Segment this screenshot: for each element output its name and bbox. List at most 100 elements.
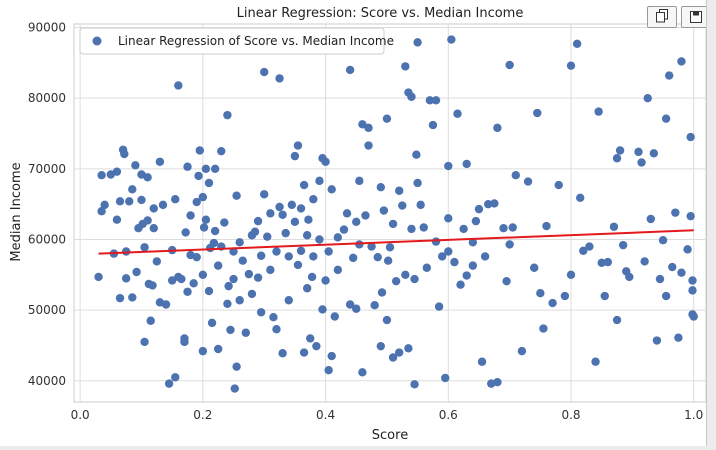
data-point	[603, 257, 613, 267]
data-point	[198, 270, 208, 280]
data-point	[664, 71, 674, 80]
data-point	[345, 65, 355, 75]
data-point	[201, 215, 211, 224]
copy-button[interactable]	[647, 6, 677, 28]
data-point	[361, 211, 370, 220]
data-point	[253, 216, 263, 226]
data-point	[674, 333, 683, 342]
x-tick-label: 0.2	[193, 408, 212, 422]
data-point	[358, 368, 367, 377]
data-point	[612, 154, 622, 163]
data-point	[373, 252, 382, 262]
data-point	[112, 215, 122, 224]
y-tick-label: 40000	[28, 374, 66, 388]
data-point	[171, 373, 180, 382]
data-point	[137, 195, 146, 205]
data-point	[94, 272, 103, 282]
data-point	[148, 281, 157, 290]
data-point	[640, 257, 649, 266]
scatter-points	[94, 35, 698, 393]
data-point	[566, 61, 576, 70]
data-point	[536, 288, 545, 298]
data-point	[226, 325, 235, 335]
data-point	[309, 252, 318, 261]
data-point	[132, 267, 141, 277]
scrollbar-track[interactable]	[706, 0, 716, 450]
data-point	[468, 238, 478, 247]
data-point	[333, 233, 343, 242]
x-axis-label: Score	[372, 428, 408, 443]
data-point	[686, 211, 695, 221]
data-point	[321, 276, 330, 285]
data-point	[471, 216, 481, 226]
data-point	[450, 257, 459, 267]
x-tick-label: 0.6	[439, 408, 458, 422]
data-point	[401, 270, 410, 280]
data-point	[422, 263, 432, 272]
data-point	[499, 223, 508, 233]
save-icon	[690, 8, 702, 27]
data-point	[505, 240, 514, 249]
data-point	[97, 207, 106, 216]
data-point	[339, 225, 349, 234]
data-point	[158, 200, 168, 210]
data-point	[615, 146, 625, 155]
data-point	[688, 286, 697, 295]
data-point	[260, 67, 269, 77]
data-point	[671, 208, 680, 217]
data-point	[668, 262, 677, 272]
data-point	[97, 171, 106, 180]
data-point	[419, 223, 428, 232]
data-point	[140, 243, 149, 252]
data-point	[167, 276, 177, 285]
data-point	[312, 341, 321, 351]
data-point	[391, 276, 401, 286]
data-point	[625, 272, 634, 282]
legend-entry-label: Linear Regression of Score vs. Median In…	[118, 34, 394, 48]
copy-icon	[656, 8, 668, 27]
data-point	[186, 211, 195, 220]
data-point	[293, 260, 303, 270]
data-point	[174, 81, 183, 90]
data-point	[407, 92, 416, 101]
data-point	[143, 216, 152, 225]
data-point	[330, 312, 339, 321]
data-point	[594, 107, 603, 116]
data-point	[462, 159, 471, 169]
data-point	[548, 298, 557, 308]
y-axis-label: Median Income	[9, 162, 24, 261]
save-button[interactable]	[681, 6, 711, 28]
data-point	[324, 247, 333, 256]
data-point	[431, 237, 441, 246]
data-point	[382, 114, 392, 123]
data-point	[171, 195, 180, 204]
data-point	[183, 162, 192, 171]
data-point	[128, 185, 137, 194]
data-point	[204, 178, 214, 188]
data-point	[609, 222, 619, 231]
data-point	[643, 93, 652, 103]
data-point	[269, 313, 278, 322]
data-point	[352, 304, 361, 313]
data-point	[161, 300, 171, 309]
data-point	[304, 215, 313, 224]
y-tick-label: 70000	[28, 162, 66, 176]
data-point	[309, 195, 318, 204]
chart-title: Linear Regression: Score vs. Median Inco…	[237, 6, 524, 21]
data-point	[658, 236, 668, 245]
data-point	[194, 171, 203, 181]
data-point	[232, 362, 241, 371]
regression-line-group	[98, 229, 694, 255]
data-point	[192, 252, 201, 262]
data-point	[612, 315, 622, 325]
data-point	[302, 231, 312, 240]
data-point	[401, 62, 410, 71]
data-point	[272, 325, 281, 334]
data-point	[247, 289, 257, 299]
data-point	[688, 276, 697, 285]
data-point	[364, 123, 373, 133]
data-point	[183, 287, 192, 296]
data-point	[250, 227, 260, 236]
data-point	[382, 315, 392, 325]
